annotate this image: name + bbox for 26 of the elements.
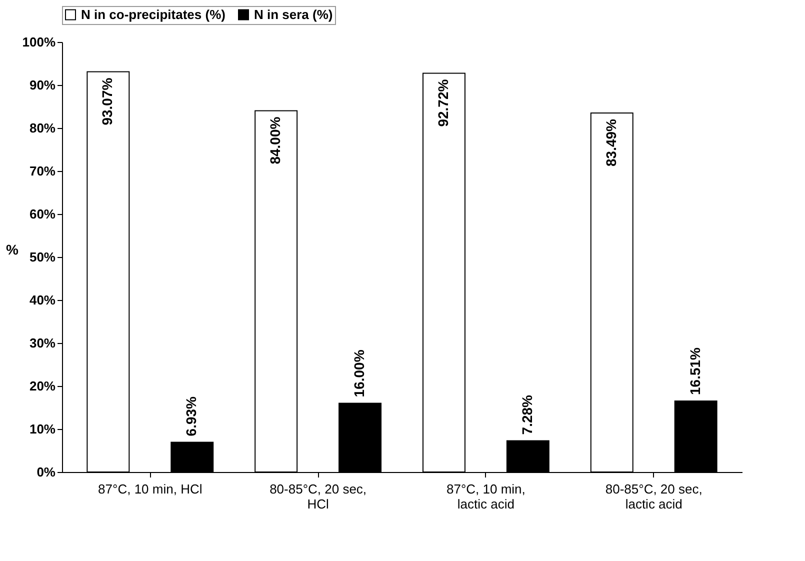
y-tick-label: 10% <box>29 422 56 436</box>
y-tick-label: 20% <box>29 378 56 394</box>
y-tick-label: 100% <box>22 34 56 50</box>
data-label: 16.00% <box>351 349 368 398</box>
data-label: 7.28% <box>518 394 535 435</box>
data-label: 6.93% <box>183 396 200 436</box>
y-tick-label: 90% <box>29 78 56 92</box>
legend-label: N in co-precipitates (%) <box>81 6 226 22</box>
y-tick-label: 70% <box>29 164 56 178</box>
data-label: 83.49% <box>602 118 619 166</box>
y-tick-label: 0% <box>36 464 56 480</box>
y-tick-label: 40% <box>29 292 56 308</box>
y-tick-label: 60% <box>29 206 56 222</box>
data-label: 84.00% <box>267 116 284 164</box>
x-tick-label: 80-85°C, 20 sec, lactic acid <box>605 482 702 512</box>
legend-label: N in sera (%) <box>254 6 333 22</box>
x-tick-label: 87°C, 10 min, HCl <box>98 482 202 496</box>
data-label: 93.07% <box>99 77 116 126</box>
y-tick-label: 80% <box>29 120 56 136</box>
y-tick-label: 30% <box>29 336 56 350</box>
y-tick-label: 50% <box>29 250 56 264</box>
x-tick-label: 80-85°C, 20 sec, HCl <box>270 482 367 512</box>
y-axis-title: % <box>6 242 20 258</box>
data-label: 16.51% <box>686 346 703 396</box>
x-tick-label: 87°C, 10 min, lactic acid <box>446 482 526 512</box>
data-label: 92.72% <box>434 78 451 127</box>
